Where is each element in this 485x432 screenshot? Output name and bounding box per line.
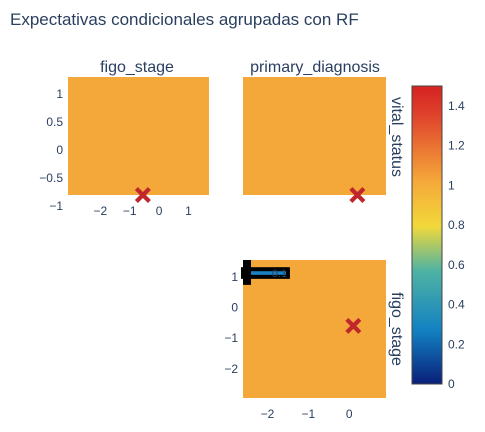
- y-tick-label-0-4: 1: [56, 87, 63, 101]
- panel-figo-stage-vital-status: figo_stage −2 −1 0 1 −1 −0.5 0 0.5 1: [39, 59, 209, 218]
- x-tick-label-2-0: −2: [261, 407, 275, 421]
- x-tick-label-0-0: −2: [93, 204, 107, 218]
- colorbar-tick-label-7: 1.4: [448, 99, 465, 113]
- heatmap-cell: [68, 77, 209, 195]
- y-tick-label-2-0: −2: [224, 362, 238, 376]
- heatmap-cell: [243, 77, 386, 195]
- y-tick-label-2-3: 1: [231, 270, 238, 284]
- column-title-figo-stage: figo_stage: [100, 59, 174, 76]
- x-tick-label-0-1: −1: [123, 204, 137, 218]
- heatmap-cell: [243, 260, 386, 398]
- colorbar-tick-label-5: 1: [448, 178, 455, 192]
- y-tick-label-0-2: 0: [56, 143, 63, 157]
- marker-x-2: [345, 317, 362, 334]
- colorbar-gradient: [411, 85, 443, 385]
- column-title-primary-diagnosis: primary_diagnosis: [250, 59, 380, 76]
- row-title-vital-status: vital_status: [388, 97, 405, 177]
- colorbar-tick-label-2: 0.4: [448, 298, 465, 312]
- contour-label: 0.1: [272, 268, 287, 280]
- y-tick-label-0-0: −1: [49, 199, 63, 213]
- y-tick-label-0-1: −0.5: [39, 171, 63, 185]
- colorbar-tick-label-4: 0.8: [448, 218, 465, 232]
- chart-title: Expectativas condicionales agrupadas con…: [10, 10, 359, 29]
- marker-x-1: [349, 187, 366, 203]
- y-tick-label-2-1: −1: [224, 331, 238, 345]
- colorbar-tick-label-0: 0: [448, 377, 455, 391]
- row-title-figo-stage: figo_stage: [388, 292, 405, 366]
- marker-x-0: [134, 187, 151, 203]
- x-tick-label-0-2: 0: [156, 204, 163, 218]
- x-tick-label-0-3: 1: [185, 204, 192, 218]
- panel-primary-diagnosis-vital-status: primary_diagnosis vital_status: [243, 59, 405, 203]
- colorbar-tick-label-6: 1.2: [448, 139, 465, 153]
- panel-primary-diagnosis-figo-stage: 0.1 figo_stage −2 −1 0 −2 −1 0 1: [224, 260, 405, 421]
- y-tick-label-2-2: 0: [231, 301, 238, 315]
- colorbar-tick-label-3: 0.6: [448, 258, 465, 272]
- y-tick-label-0-3: 0.5: [46, 115, 63, 129]
- x-tick-label-2-2: 0: [346, 407, 353, 421]
- colorbar: 0 0.2 0.4 0.6 0.8 1 1.2 1.4: [411, 85, 465, 391]
- colorbar-tick-label-1: 0.2: [448, 337, 465, 351]
- contour-edge: [243, 260, 251, 285]
- x-tick-label-2-1: −1: [302, 407, 316, 421]
